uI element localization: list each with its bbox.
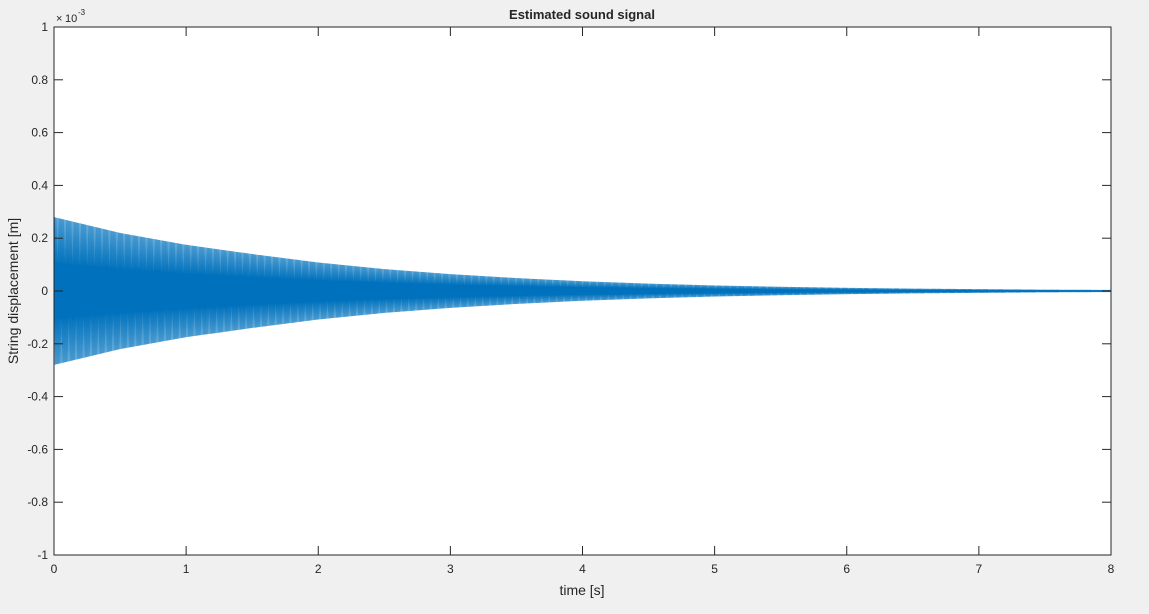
y-tick-label: 1 [41,20,48,34]
x-tick-label: 5 [711,562,718,576]
x-axis-label: time [s] [559,582,604,598]
x-axis-ticks: 0 1 2 3 4 5 6 7 8 [51,27,1115,576]
y-tick-label: 0 [41,284,48,298]
y-tick-label: 0.2 [31,231,48,245]
y-tick-label: 0.6 [31,126,48,140]
x-tick-label: 4 [579,562,586,576]
y-tick-label: 0.4 [31,178,48,192]
y-tick-label: -0.8 [27,495,48,509]
y-tick-label: -0.6 [27,442,48,456]
exponent-times: × [56,13,62,25]
chart-title: Estimated sound signal [509,7,655,22]
x-tick-label: 2 [315,562,322,576]
signal-series [53,217,1112,365]
x-tick-label: 1 [183,562,190,576]
exponent-power: -3 [78,8,86,17]
x-tick-label: 0 [51,562,58,576]
y-axis-exponent: 10 -3 × [56,8,86,25]
y-axis-label: String displacement [m] [5,218,21,364]
exponent-base: 10 [65,13,77,25]
x-tick-label: 8 [1108,562,1115,576]
y-tick-label: -0.2 [27,337,48,351]
x-tick-label: 3 [447,562,454,576]
y-tick-label: 0.8 [31,73,48,87]
signal-line [53,217,1112,365]
x-tick-label: 6 [843,562,850,576]
x-tick-label: 7 [976,562,983,576]
y-tick-label: -1 [37,548,48,562]
y-axis-ticks: -1 -0.8 -0.6 -0.4 -0.2 0 0.2 0.4 0.6 0.8 1 [27,20,1111,562]
y-tick-label: -0.4 [27,390,48,404]
